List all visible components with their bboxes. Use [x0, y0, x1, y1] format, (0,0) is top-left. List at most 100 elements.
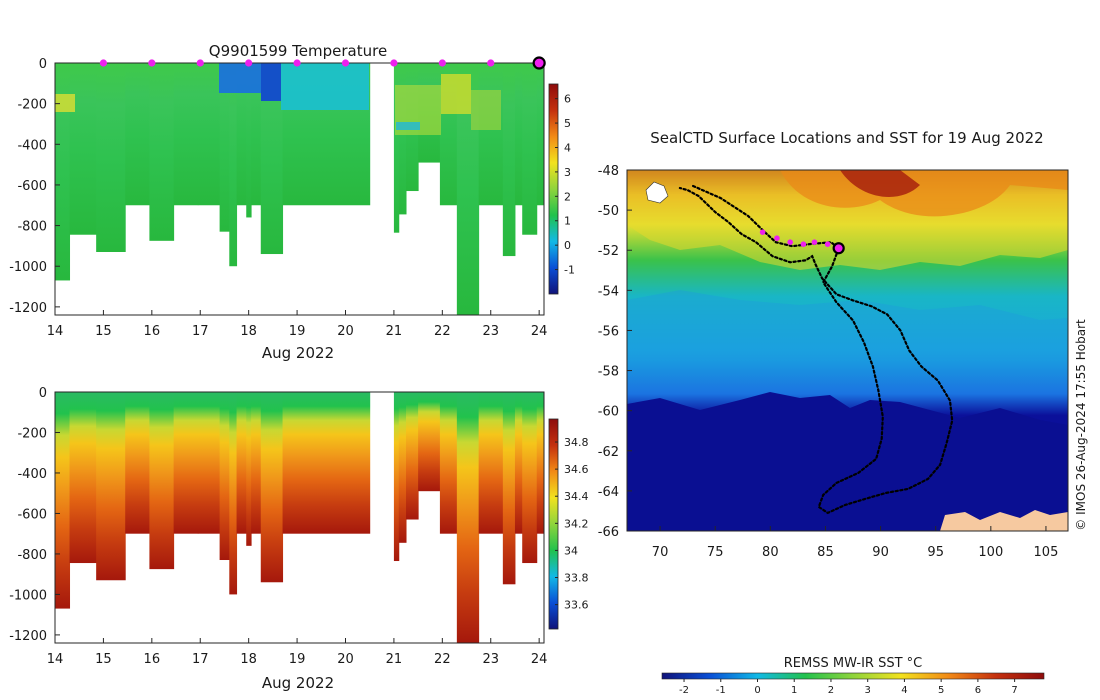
- temperature-x-ticks: 14 15 16 17 18 19 20 21 22 23 24: [47, 310, 547, 339]
- sst-colorbar-tick-label: 6: [975, 685, 981, 696]
- temperature-title: Q9901599 Temperature: [209, 42, 387, 60]
- x-tick-label: 19: [289, 324, 306, 339]
- y-tick-label: -1000: [9, 588, 47, 603]
- track-profile-point: [800, 241, 807, 248]
- colorbar-tick-label: 34.2: [564, 517, 589, 530]
- credit-text: © IMOS 26-Aug-2024 17:55 Hobart: [1074, 319, 1088, 531]
- track-line: [678, 184, 954, 515]
- y-tick-label: -1000: [9, 260, 47, 275]
- profile-column: [260, 63, 284, 255]
- profile-column: [418, 392, 441, 492]
- surface-marker: [438, 59, 446, 67]
- y-tick-label: 0: [39, 57, 47, 72]
- map-y-tick-label: -52: [598, 244, 619, 259]
- profile-column: [173, 63, 199, 206]
- sst-colorbar-tick-label: -1: [716, 685, 726, 696]
- map-y-tick-label: -48: [598, 164, 619, 179]
- profile-column: [478, 63, 504, 206]
- y-tick-label: -1200: [9, 301, 47, 316]
- x-tick-label: 22: [434, 324, 451, 339]
- x-tick-label: 16: [144, 324, 161, 339]
- map-y-tick-label: -66: [598, 525, 619, 540]
- profile-column: [478, 392, 504, 534]
- colorbar-tick-label: 5: [564, 117, 571, 130]
- sst-colorbar-tick-label: 3: [865, 685, 871, 696]
- sst-map-panel: SealCTD Surface Locations and SST for 19…: [598, 129, 1088, 560]
- y-tick-label: -400: [17, 467, 47, 482]
- map-title: SealCTD Surface Locations and SST for 19…: [650, 129, 1043, 147]
- sst-colorbar-tick-label: 7: [1011, 685, 1017, 696]
- current-surface-marker: [532, 56, 546, 70]
- map-y-tick-label: -64: [598, 485, 619, 500]
- salinity-y-ticks: 0 -200 -400 -600 -800 -1000 -1200: [9, 386, 60, 644]
- map-x-tick-label: 90: [872, 545, 889, 560]
- profile-column: [393, 392, 400, 562]
- profile-column: [236, 63, 247, 206]
- colorbar-ramp: [548, 83, 559, 295]
- colorbar-ramp: [548, 418, 559, 630]
- sst-colorbar-title: REMSS MW-IR SST °C: [784, 656, 923, 671]
- x-tick-label: 23: [482, 324, 499, 339]
- colorbar-tick-label: 3: [564, 166, 571, 179]
- profile-column: [398, 392, 407, 543]
- x-tick-label: 15: [95, 652, 112, 667]
- colorbar-tick-label: 34.4: [564, 490, 589, 503]
- profile-column: [502, 63, 516, 257]
- colorbar-tick-label: 4: [564, 141, 571, 154]
- surface-marker: [341, 59, 350, 67]
- profile-column: [536, 63, 544, 206]
- x-tick-label: 18: [240, 324, 257, 339]
- sst-colorbar-tick-label: 1: [791, 685, 797, 696]
- profile-column: [251, 392, 262, 534]
- y-tick-label: -800: [17, 548, 47, 563]
- profile-column: [69, 63, 97, 235]
- colorbar-tick-label: 34.8: [564, 436, 589, 449]
- profile-column: [173, 392, 199, 534]
- x-tick-label: 16: [144, 652, 161, 667]
- profile-column: [522, 63, 538, 235]
- sst-field: [627, 170, 1068, 531]
- profile-column: [456, 392, 480, 643]
- track-profile-point: [824, 241, 831, 248]
- y-tick-label: -400: [17, 138, 47, 153]
- map-x-tick-label: 80: [762, 545, 779, 560]
- track-profile-point: [787, 239, 793, 245]
- map-x-ticks: 70 75 80 85 90 95 100 105: [652, 526, 1058, 560]
- sst-colorbar-tick-label: 2: [828, 685, 834, 696]
- track-profile-point: [774, 235, 780, 241]
- surface-marker: [148, 59, 156, 67]
- profile-column: [502, 392, 516, 585]
- warm-patch: [55, 94, 75, 112]
- surface-markers: [99, 56, 546, 70]
- salinity-xlabel: Aug 2022: [262, 674, 334, 692]
- map-y-tick-label: -60: [598, 405, 619, 420]
- x-tick-label: 18: [240, 652, 257, 667]
- temperature-y-ticks: 0 -200 -400 -600 -800 -1000 -1200: [9, 57, 60, 316]
- y-tick-label: -200: [17, 426, 47, 441]
- temperature-colorbar: 6 5 4 3 2 1 0 -1: [548, 83, 575, 295]
- sst-colorbar-ramp: [661, 672, 1045, 680]
- profile-column: [125, 63, 150, 206]
- profile-column: [125, 392, 150, 534]
- profile-column: [149, 63, 175, 241]
- temperature-overlays: [55, 63, 501, 135]
- map-x-tick-label: 95: [927, 545, 944, 560]
- profile-column: [229, 392, 238, 595]
- warm-patch: [471, 90, 501, 130]
- colorbar-tick-label: 34.6: [564, 463, 589, 476]
- cool-surface-patch: [281, 63, 369, 110]
- kerguelen-island: [645, 181, 669, 204]
- map-y-tick-label: -50: [598, 204, 619, 219]
- profile-column: [69, 392, 97, 564]
- x-tick-label: 22: [434, 652, 451, 667]
- y-tick-label: 0: [39, 386, 47, 401]
- x-tick-label: 17: [192, 652, 209, 667]
- surface-marker: [390, 59, 398, 67]
- warm-patch: [441, 74, 471, 114]
- profile-column: [260, 392, 284, 583]
- x-tick-label: 21: [386, 324, 403, 339]
- surface-marker: [293, 59, 301, 67]
- y-tick-label: -600: [17, 507, 47, 522]
- colorbar-tick-label: 6: [564, 93, 571, 106]
